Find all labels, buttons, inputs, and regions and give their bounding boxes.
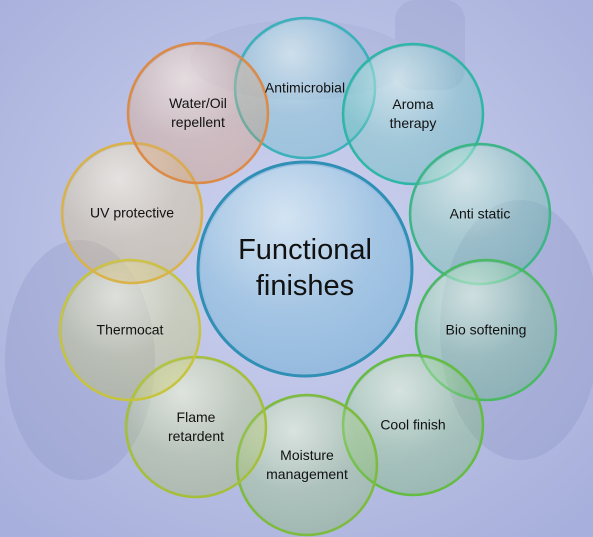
node-label-line1: UV protective xyxy=(89,204,175,221)
node-label-line1: Cool finish xyxy=(380,416,446,433)
node-label-7: Flame retardent xyxy=(168,408,224,446)
node-circle-9 xyxy=(60,141,204,285)
node-label-line1: Thermocat xyxy=(96,321,164,338)
node-label-4: Bio softening xyxy=(446,321,527,340)
node-label-1: Antimicrobial xyxy=(265,79,345,98)
center-title-line1: Functional xyxy=(238,234,372,266)
node-label-6: Moisture management xyxy=(266,446,348,484)
node-label-line2: retardent xyxy=(167,428,225,444)
node-circle-2 xyxy=(341,42,485,186)
center-title-line2: finishes xyxy=(255,270,355,302)
node-label-line1: Water/Oil xyxy=(169,95,227,111)
center-title: Functional finishes xyxy=(205,232,405,304)
center-circle xyxy=(196,160,414,378)
node-circle-1 xyxy=(233,16,377,160)
node-label-9: UV protective xyxy=(90,204,174,223)
node-circle-10 xyxy=(126,41,270,185)
node-circle-6 xyxy=(235,393,379,537)
node-label-line2: management xyxy=(266,466,348,482)
node-label-line2: therapy xyxy=(389,115,437,131)
node-label-line1: Flame xyxy=(176,409,216,425)
node-label-8: Thermocat xyxy=(97,321,164,340)
node-label-line1: Anti static xyxy=(449,205,511,222)
node-label-line1: Bio softening xyxy=(445,321,527,338)
node-label-line1: Moisture xyxy=(280,447,334,463)
node-label-line2: repellent xyxy=(171,114,225,130)
node-label-2: Aroma therapy xyxy=(390,95,437,133)
node-label-3: Anti static xyxy=(450,205,511,224)
node-label-line1: Aroma xyxy=(392,96,434,112)
node-label-line1: Antimicrobial xyxy=(264,79,346,96)
node-label-5: Cool finish xyxy=(380,416,445,435)
node-label-10: Water/Oil repellent xyxy=(169,94,227,132)
